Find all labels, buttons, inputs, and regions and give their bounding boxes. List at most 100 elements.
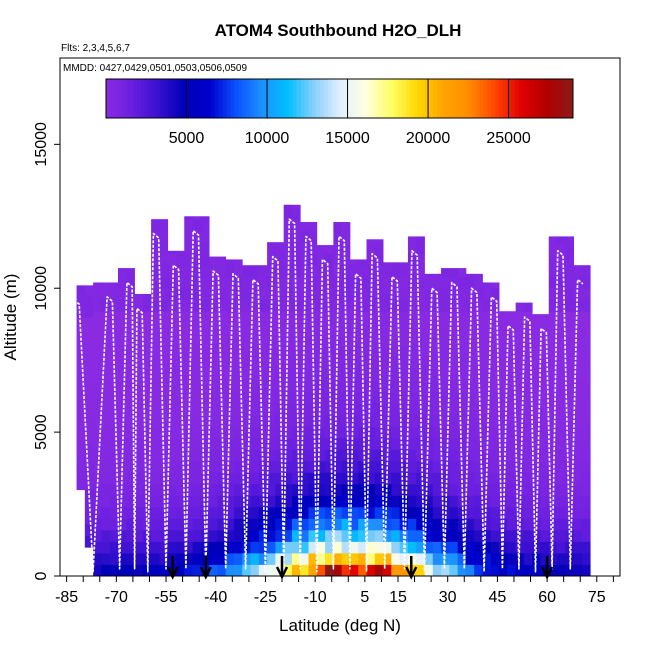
heatmap-cell — [283, 204, 293, 209]
heatmap-cell — [76, 420, 86, 433]
heatmap-cell — [134, 357, 144, 370]
heatmap-cell — [557, 460, 566, 473]
heatmap-cell — [233, 276, 243, 289]
heatmap-cell — [275, 414, 285, 427]
heatmap-cell — [581, 403, 591, 416]
heatmap-cell — [449, 391, 459, 404]
heatmap-cell — [151, 230, 160, 243]
heatmap-cell — [167, 391, 177, 404]
heatmap-cell — [267, 449, 276, 462]
heatmap-cell — [300, 460, 309, 473]
heatmap-cell — [532, 564, 541, 576]
heatmap-cell — [416, 322, 425, 335]
heatmap-cell — [209, 345, 218, 358]
heatmap-cell — [291, 472, 301, 485]
heatmap-cell — [515, 437, 525, 450]
heatmap-cell — [175, 380, 185, 393]
heatmap-cell — [490, 403, 500, 416]
heatmap-cell — [325, 368, 334, 381]
heatmap-cell — [200, 216, 210, 220]
heatmap-cell — [192, 380, 202, 393]
heatmap-cell — [93, 472, 102, 485]
x-tick-label: -85 — [55, 589, 78, 606]
heatmap-cell — [565, 334, 575, 347]
heatmap-cell — [126, 437, 135, 450]
heatmap-cell — [308, 222, 318, 232]
x-tick-label: 45 — [488, 589, 506, 606]
heatmap-cell — [167, 265, 177, 278]
heatmap-cell — [291, 541, 301, 554]
heatmap-cell — [233, 552, 243, 565]
heatmap-cell — [242, 472, 251, 485]
heatmap-cell — [167, 403, 177, 416]
heatmap-cell — [374, 483, 384, 496]
heatmap-cell — [200, 265, 210, 278]
colorbar-swatch — [401, 79, 407, 118]
heatmap-cell — [432, 472, 442, 485]
heatmap-cell — [159, 368, 169, 381]
heatmap-cell — [374, 403, 384, 416]
heatmap-cell — [474, 426, 483, 439]
heatmap-cell — [233, 541, 243, 554]
heatmap-cell — [548, 265, 558, 278]
heatmap-cell — [225, 506, 235, 519]
heatmap-cell — [507, 437, 517, 450]
heatmap-cell — [515, 391, 525, 404]
heatmap-cell — [217, 449, 227, 462]
heatmap-cell — [565, 242, 575, 255]
heatmap-cell — [283, 449, 293, 462]
heatmap-cell — [507, 368, 517, 381]
heatmap-cell — [457, 391, 467, 404]
heatmap-cell — [490, 564, 500, 576]
colorbar-swatch — [409, 79, 414, 118]
heatmap-cell — [565, 495, 575, 508]
heatmap-cell — [366, 437, 376, 450]
heatmap-cell — [490, 506, 500, 519]
heatmap-cell — [167, 357, 177, 370]
heatmap-cell — [490, 391, 500, 404]
heatmap-cell — [209, 460, 218, 473]
heatmap-cell — [482, 334, 492, 347]
heatmap-cell — [134, 414, 144, 427]
heatmap-cell — [391, 262, 401, 266]
heatmap-cell — [308, 518, 318, 531]
heatmap-cell — [557, 552, 566, 565]
colorbar-ticks: 5000 10000 15000 20000 25000 — [169, 79, 531, 147]
heatmap-cell — [175, 506, 185, 519]
heatmap-cell — [184, 322, 193, 335]
heatmap-cell — [490, 380, 500, 393]
heatmap-cell — [192, 391, 202, 404]
heatmap-cell — [142, 322, 152, 335]
heatmap-cell — [275, 299, 285, 312]
heatmap-cell — [490, 495, 500, 508]
heatmap-cell — [557, 368, 566, 381]
heatmap-cell — [134, 541, 144, 554]
heatmap-cell — [291, 552, 301, 565]
heatmap-cell — [341, 299, 351, 312]
heatmap-cell — [184, 518, 193, 531]
heatmap-cell — [200, 449, 210, 462]
heatmap-cell — [532, 426, 541, 439]
colorbar — [105, 78, 574, 119]
heatmap-cell — [242, 529, 251, 542]
heatmap-cell — [333, 222, 343, 232]
colorbar-swatch — [312, 79, 317, 118]
heatmap-cell — [93, 334, 102, 347]
heatmap-cell — [540, 483, 550, 496]
heatmap-cell — [523, 472, 533, 485]
heatmap-cell — [126, 368, 135, 381]
heatmap-cell — [175, 250, 185, 255]
heatmap-cell — [233, 265, 243, 278]
heatmap-cell — [391, 529, 401, 542]
heatmap-cell — [242, 357, 251, 370]
heatmap-cell — [407, 357, 417, 370]
heatmap-cell — [557, 518, 566, 531]
heatmap-cell — [84, 443, 94, 456]
heatmap-cell — [399, 426, 409, 439]
heatmap-cell — [349, 483, 359, 496]
heatmap-cell — [151, 357, 160, 370]
heatmap-cell — [184, 495, 193, 508]
heatmap-cell — [117, 288, 127, 301]
heatmap-cell — [283, 437, 293, 450]
heatmap-cell — [507, 322, 517, 335]
